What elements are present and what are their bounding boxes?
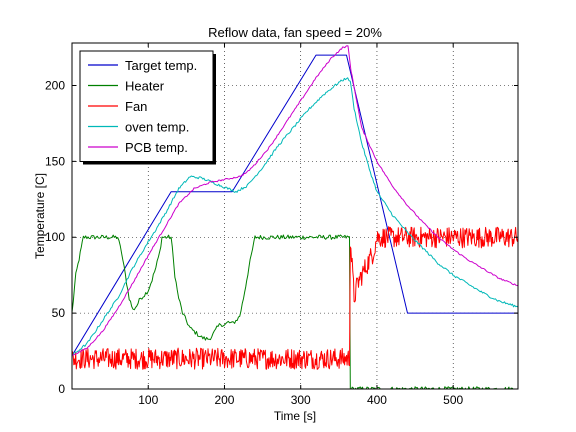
legend-label: Fan <box>125 99 147 114</box>
series-line-heater <box>72 234 518 389</box>
series-line-pcb-temp <box>72 45 518 357</box>
series-line-fan <box>72 226 518 370</box>
legend-label: Target temp. <box>125 58 197 73</box>
legend-label: oven temp. <box>125 120 189 135</box>
y-tick-label: 100 <box>45 230 65 244</box>
chart-title: Reflow data, fan speed = 20% <box>208 25 382 40</box>
legend-label: Heater <box>125 79 165 94</box>
series-line-target-temp <box>72 54 518 356</box>
legend-label: PCB temp. <box>125 140 188 155</box>
y-tick-label: 50 <box>52 306 66 320</box>
x-tick-label: 500 <box>443 393 463 407</box>
series-layer <box>72 45 518 389</box>
x-tick-label: 200 <box>214 393 234 407</box>
plot-frame <box>71 42 519 390</box>
y-axis-label: Temperature [C] <box>33 173 47 259</box>
ticks-layer: 100 200 300 400 500 0 50 100 150 200 <box>45 43 518 407</box>
y-tick-label: 200 <box>45 78 65 92</box>
x-tick-label: 400 <box>367 393 387 407</box>
x-axis-label: Time [s] <box>274 409 316 423</box>
y-tick-label: 0 <box>58 382 65 396</box>
y-tick-label: 150 <box>45 154 65 168</box>
grid-layer <box>72 43 518 390</box>
series-line-oven-temp <box>72 77 518 357</box>
legend: Target temp. Heater Fan oven temp. PCB temp. <box>79 50 216 165</box>
x-tick-label: 100 <box>138 393 158 407</box>
x-tick-label: 300 <box>291 393 311 407</box>
